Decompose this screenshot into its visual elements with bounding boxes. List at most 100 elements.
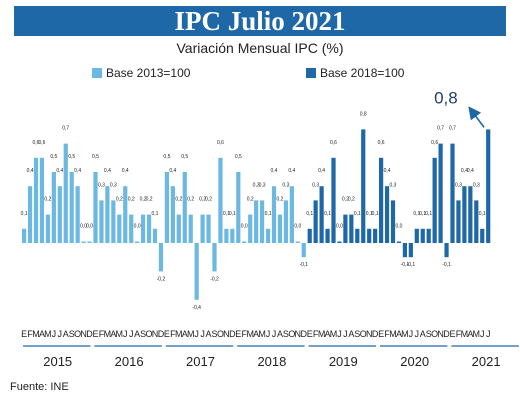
month-label-2017-1: E xyxy=(164,329,170,339)
value-label-2017-2: 0,4 xyxy=(169,168,176,174)
month-label-2017-10: O xyxy=(217,329,224,339)
month-label-2015-12: D xyxy=(86,329,93,339)
value-label-2021-1: 0,7 xyxy=(449,126,456,132)
value-label-2021-5: 0,3 xyxy=(473,182,480,188)
bar-2018-9 xyxy=(283,200,288,243)
callout-arrow xyxy=(468,106,485,128)
bar-2016-10 xyxy=(146,214,152,243)
bar-2019-9 xyxy=(355,228,360,243)
month-label-2020-5: M xyxy=(401,329,409,339)
value-label-2019-8: 0,2 xyxy=(348,197,355,203)
bar-2021-4 xyxy=(468,186,473,243)
bar-2020-10 xyxy=(432,157,437,243)
value-label-2020-8: 0,1 xyxy=(419,211,426,217)
bar-2018-4 xyxy=(254,200,259,243)
value-label-2019-5: 0,6 xyxy=(330,140,337,146)
bar-2015-4 xyxy=(39,157,45,243)
value-label-2020-9: 0,1 xyxy=(425,211,432,217)
month-label-2020-6: J xyxy=(409,329,414,339)
value-label-2018-8: 0,2 xyxy=(276,197,283,203)
month-label-2020-10: O xyxy=(431,329,438,339)
month-label-2019-2: F xyxy=(313,329,319,339)
month-label-2017-11: N xyxy=(223,329,230,339)
value-label-2016-4: 0,3 xyxy=(110,182,117,188)
bar-2021-2 xyxy=(456,200,461,243)
value-label-2016-1: 0,5 xyxy=(92,154,99,160)
bar-2016-4 xyxy=(111,200,116,243)
bar-2020-11 xyxy=(438,143,443,243)
bar-2018-10 xyxy=(289,186,294,243)
month-label-2020-11: N xyxy=(437,329,444,339)
bar-2017-9 xyxy=(212,243,217,272)
month-label-2017-12: D xyxy=(229,329,236,339)
bar-2020-8 xyxy=(420,228,425,243)
month-label-2016-8: A xyxy=(134,329,140,339)
value-label-2015-7: 0,4 xyxy=(56,168,63,174)
value-label-2017-8: 0,2 xyxy=(205,197,212,203)
bar-2017-3 xyxy=(176,214,181,243)
bar-2021-7 xyxy=(486,129,491,243)
value-label-2015-9: 0,5 xyxy=(68,154,75,160)
month-label-2020-8: A xyxy=(420,329,426,339)
month-label-2016-12: D xyxy=(158,329,165,339)
bar-2015-6 xyxy=(51,172,56,243)
month-label-2015-11: N xyxy=(80,329,87,339)
month-label-2018-12: D xyxy=(301,329,308,339)
month-label-2019-4: A xyxy=(325,329,331,339)
bar-2018-1 xyxy=(236,172,241,243)
source-note: Fuente: INE xyxy=(10,381,69,393)
bar-2020-9 xyxy=(426,228,431,243)
bar-2015-9 xyxy=(69,172,74,243)
value-label-2017-1: 0,5 xyxy=(163,154,170,160)
year-label-2020: 2020 xyxy=(400,354,429,369)
bar-2019-2 xyxy=(313,200,318,243)
month-label-2020-2: F xyxy=(384,329,390,339)
month-label-2021-6: J xyxy=(480,329,485,339)
year-label-2016: 2016 xyxy=(115,354,144,369)
bar-2018-11 xyxy=(295,241,300,243)
bar-2017-10 xyxy=(218,157,223,243)
month-label-2016-7: J xyxy=(129,329,134,339)
month-label-2018-9: S xyxy=(283,329,289,339)
month-label-2020-12: D xyxy=(443,329,450,339)
month-label-2018-10: O xyxy=(288,329,295,339)
year-label-2019: 2019 xyxy=(329,354,358,369)
bar-2020-6 xyxy=(408,243,413,258)
month-label-2019-6: J xyxy=(337,329,342,339)
bar-2020-4 xyxy=(396,241,402,243)
year-label-2015: 2015 xyxy=(43,354,72,369)
month-label-2016-11: N xyxy=(152,329,159,339)
value-label-2020-12: -0,1 xyxy=(442,262,451,268)
month-label-2021-1: E xyxy=(449,329,455,339)
month-label-2015-8: A xyxy=(63,329,69,339)
value-label-2018-7: 0,4 xyxy=(271,168,278,174)
month-label-2018-8: A xyxy=(277,329,283,339)
value-label-2015-10: 0,4 xyxy=(74,168,81,174)
month-label-2017-4: A xyxy=(182,329,188,339)
value-label-2017-6: -0,4 xyxy=(192,305,201,311)
value-label-2021-3: 0,4 xyxy=(461,168,468,174)
month-label-2015-4: A xyxy=(39,329,45,339)
month-label-2017-7: J xyxy=(200,329,205,339)
bar-2017-5 xyxy=(188,214,193,243)
title-banner: IPC Julio 2021 xyxy=(14,6,506,36)
bar-2019-7 xyxy=(343,214,348,243)
month-label-2021-4: A xyxy=(467,329,473,339)
bar-2018-8 xyxy=(277,214,283,243)
bar-2017-4 xyxy=(182,172,187,243)
value-label-2021-6: 0,1 xyxy=(479,211,486,217)
bar-2019-5 xyxy=(331,157,336,243)
bar-2018-3 xyxy=(248,214,253,243)
bar-2015-3 xyxy=(33,157,39,243)
month-label-2018-2: F xyxy=(242,329,248,339)
month-label-2015-10: O xyxy=(74,329,81,339)
month-label-2020-7: J xyxy=(415,329,420,339)
month-label-2020-9: S xyxy=(426,329,432,339)
value-label-2017-7: 0,2 xyxy=(199,197,206,203)
bar-2016-12 xyxy=(158,243,164,272)
bar-2019-12 xyxy=(373,228,378,243)
bar-2018-7 xyxy=(271,186,277,243)
value-label-2020-1: 0,6 xyxy=(378,140,385,146)
